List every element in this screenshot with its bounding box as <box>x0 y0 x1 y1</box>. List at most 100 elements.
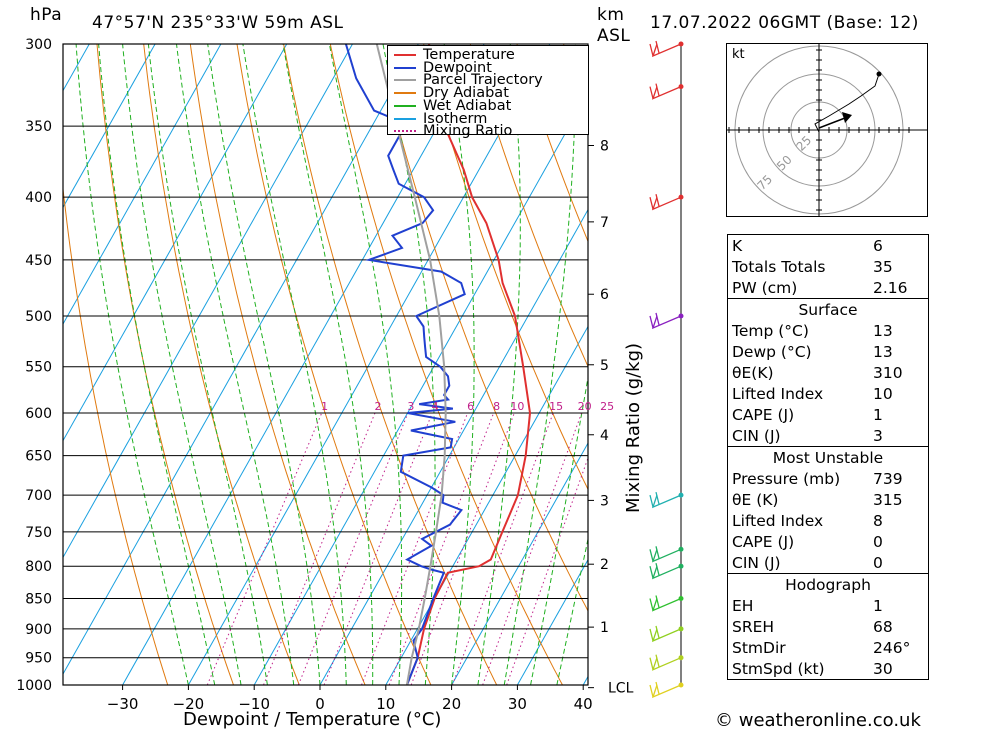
wet-adiabat-line <box>556 536 588 685</box>
legend-label: Wet Adiabat <box>423 97 512 114</box>
isotherm-line <box>451 442 588 685</box>
mixing-ratio-label: 4 <box>432 400 439 413</box>
x-axis-title: Dewpoint / Temperature (°C) <box>183 709 442 730</box>
stats-key: Dewp (°C) <box>732 343 812 361</box>
temp-tick-label: −10 <box>238 695 270 713</box>
stats-key: PW (cm) <box>732 279 798 297</box>
wind-barb-flag <box>655 625 660 639</box>
wind-barb-flag <box>655 312 660 326</box>
isotherm-line <box>187 44 551 685</box>
wind-barb-flag <box>655 194 660 207</box>
km-tick-label: 5 <box>600 358 609 374</box>
stats-row: PW (cm) 2.16 <box>728 277 928 298</box>
temp-tick-label: 10 <box>376 695 395 713</box>
km-tick-label: 4 <box>600 428 609 444</box>
legend-label: Isotherm <box>423 110 488 127</box>
pressure-tick-label: 750 <box>25 525 52 541</box>
stats-value: 13 <box>873 343 893 361</box>
isotherm-line <box>319 208 588 685</box>
wind-barb <box>649 40 682 58</box>
legend-label: Dewpoint <box>423 59 492 76</box>
storm-motion-arrowhead <box>842 112 852 123</box>
wind-barb <box>649 654 682 671</box>
mixing-ratio-label: 2 <box>374 400 381 413</box>
dry-adiabat-line <box>283 44 498 685</box>
isotherm-line <box>516 558 588 685</box>
most-unstable-section: Most Unstable Pressure (mb) 739 θE (K) 315 L… <box>728 446 928 573</box>
isotherm-line <box>63 44 156 209</box>
pressure-tick-label: 900 <box>25 622 52 638</box>
pressure-tick-label: 400 <box>25 190 52 206</box>
stats-value: 35 <box>873 258 893 276</box>
legend-swatch <box>394 79 416 82</box>
mixing-ratio-line <box>388 412 495 685</box>
isotherm-line <box>122 44 485 685</box>
km-tick-label: 3 <box>600 493 609 509</box>
dry-adiabat-line <box>516 44 588 243</box>
wind-barb <box>649 595 682 612</box>
wind-barb-flag <box>649 598 654 611</box>
stats-row: CAPE (J) 0 <box>728 531 928 552</box>
km-tick-label: 1 <box>600 620 609 636</box>
legend-swatch <box>394 92 416 95</box>
pressure-unit: hPa <box>30 5 63 25</box>
chart-legend: Temperature Dewpoint Parcel Trajectory Dry … <box>387 45 589 138</box>
isotherm-line <box>63 44 353 559</box>
pressure-tick-label: 700 <box>25 488 52 504</box>
legend-label: Mixing Ratio <box>423 123 513 140</box>
stats-row: Totals Totals 35 <box>728 256 928 277</box>
indices-section: K 6 Totals Totals 35 PW (cm) 2.16 <box>728 235 928 298</box>
wind-barb-flag <box>655 563 660 576</box>
legend-swatch <box>394 104 416 107</box>
dry-adiabat-line <box>423 44 588 491</box>
mixing-ratio-label: 8 <box>493 400 500 413</box>
stats-row: θE(K) 310 <box>728 362 928 383</box>
temp-tick-label: 20 <box>442 695 461 713</box>
stats-key: Pressure (mb) <box>732 470 841 488</box>
pressure-tick-label: 550 <box>25 360 52 376</box>
temp-tick-label: 40 <box>574 695 593 713</box>
most-unstable-title: Most Unstable <box>772 449 884 467</box>
isotherm-line <box>63 44 222 326</box>
pressure-tick-label: 300 <box>25 37 52 53</box>
pressure-tick-label: 650 <box>25 449 52 465</box>
mixing-ratio-line <box>323 412 433 685</box>
hodograph-stats-title: Hodograph <box>785 576 871 594</box>
hodograph-ring-label: 50 <box>774 153 795 174</box>
stats-value: 3 <box>873 427 883 445</box>
datetime-title: 17.07.2022 06GMT (Base: 12) <box>650 13 919 33</box>
wind-barb <box>649 491 682 509</box>
stats-value: 1 <box>873 406 883 424</box>
wind-barb <box>649 312 682 330</box>
wind-barb-flag <box>655 595 660 608</box>
mixing-ratio-label: 6 <box>467 400 474 413</box>
pressure-tick-label: 600 <box>25 406 52 422</box>
dry-adiabat-line <box>469 44 588 368</box>
wind-barb-flag <box>655 83 660 96</box>
km-tick-label: 8 <box>600 138 609 154</box>
stats-value: 0 <box>873 533 883 551</box>
parcel-trajectory-line <box>375 44 447 685</box>
stats-value: 8 <box>873 512 883 530</box>
stats-key: SREH <box>732 618 775 636</box>
surface-section: Surface Temp (°C) 13 Dewp (°C) 13 θE(K) 310 Li… <box>728 298 928 446</box>
legend-label: Dry Adiabat <box>423 85 509 102</box>
wind-barb-flag <box>649 628 654 642</box>
stats-key: CAPE (J) <box>732 406 795 424</box>
stats-key: Totals Totals <box>732 258 826 276</box>
stats-key: θE (K) <box>732 491 779 509</box>
stats-value: 1 <box>873 597 883 615</box>
pressure-tick-label: 800 <box>25 559 52 575</box>
stats-row: StmSpd (kt) 30 <box>728 658 928 679</box>
hodograph-unit: kt <box>732 47 745 62</box>
legend-swatch <box>394 130 416 133</box>
plot-frame <box>62 43 589 686</box>
stats-value: 315 <box>873 491 903 509</box>
stats-value: 13 <box>873 322 893 340</box>
wind-barb-flag <box>655 491 660 505</box>
hodograph-ring-label: 75 <box>754 172 775 193</box>
stats-row: Pressure (mb) 739 <box>728 468 928 489</box>
isotherm-line <box>63 44 288 442</box>
mixing-ratio-label: 15 <box>549 400 563 413</box>
